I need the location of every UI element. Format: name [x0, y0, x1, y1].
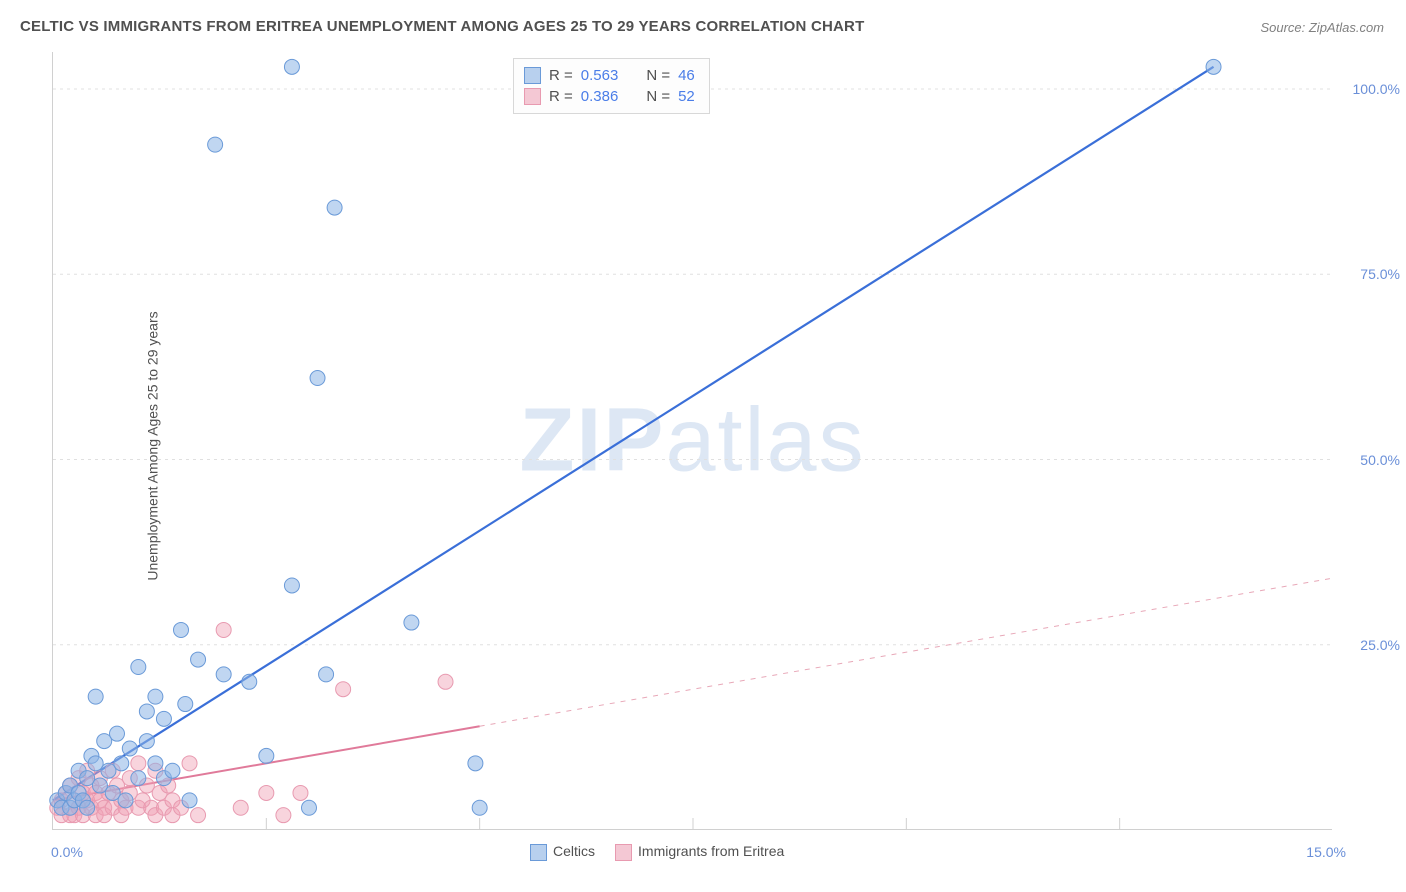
n-label: N =: [646, 86, 670, 107]
r-value-eritrea: 0.386: [581, 86, 619, 107]
legend-row-celtics: R = 0.563 N = 46: [524, 65, 695, 86]
series-legend: Celtics Immigrants from Eritrea: [530, 843, 784, 861]
y-tick-label: 100.0%: [1353, 81, 1400, 97]
legend-label-celtics: Celtics: [553, 843, 595, 859]
y-tick-label: 75.0%: [1360, 266, 1400, 282]
n-value-celtics: 46: [678, 65, 695, 86]
source-attribution: Source: ZipAtlas.com: [1260, 20, 1384, 35]
x-tick-label: 0.0%: [51, 844, 83, 860]
r-label: R =: [549, 65, 573, 86]
legend-swatch-blue-icon: [530, 844, 547, 861]
legend-row-eritrea: R = 0.386 N = 52: [524, 86, 695, 107]
x-tick-label: 15.0%: [1306, 844, 1346, 860]
correlation-legend: R = 0.563 N = 46 R = 0.386 N = 52: [513, 58, 710, 114]
legend-swatch-blue: [524, 67, 541, 84]
chart-title: CELTIC VS IMMIGRANTS FROM ERITREA UNEMPL…: [20, 18, 864, 35]
legend-label-eritrea: Immigrants from Eritrea: [638, 843, 784, 859]
n-value-eritrea: 52: [678, 86, 695, 107]
chart-plot-area: ZIPatlas R = 0.563 N = 46 R = 0.386 N = …: [52, 52, 1332, 830]
y-tick-label: 25.0%: [1360, 637, 1400, 653]
y-tick-label: 50.0%: [1360, 452, 1400, 468]
legend-swatch-pink: [524, 88, 541, 105]
scatter-plot-svg: [53, 52, 1332, 829]
r-value-celtics: 0.563: [581, 65, 619, 86]
legend-swatch-pink-icon: [615, 844, 632, 861]
legend-item-eritrea: Immigrants from Eritrea: [615, 843, 784, 861]
r-label: R =: [549, 86, 573, 107]
n-label: N =: [646, 65, 670, 86]
legend-item-celtics: Celtics: [530, 843, 595, 861]
